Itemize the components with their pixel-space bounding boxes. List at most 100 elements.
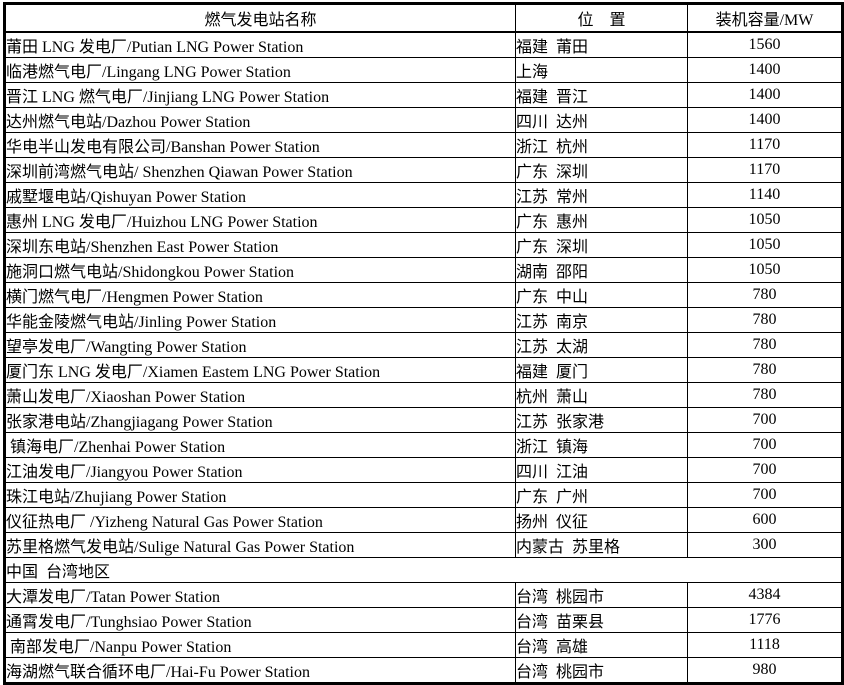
- station-name-cell: 江油发电厂/Jiangyou Power Station: [4, 457, 516, 483]
- capacity-cell: 1140: [687, 182, 843, 208]
- table-row: 临港燃气电厂/Lingang LNG Power Station 上海 1400: [4, 57, 843, 83]
- station-name-cell: 晋江 LNG 燃气电厂/Jinjiang LNG Power Station: [4, 82, 516, 108]
- table-row: 华能金陵燃气电站/Jinling Power Station 江苏 南京 780: [4, 307, 843, 333]
- location-cell: 台湾 高雄: [515, 632, 688, 658]
- section-row: 中国 台湾地区: [4, 557, 843, 583]
- table-row: 戚墅堰电站/Qishuyan Power Station 江苏 常州 1140: [4, 182, 843, 208]
- capacity-cell: 600: [687, 507, 843, 533]
- table-row: 镇海电厂/Zhenhai Power Station 浙江 镇海 700: [4, 432, 843, 458]
- table-row: 南部发电厂/Nanpu Power Station 台湾 高雄 1118: [4, 632, 843, 658]
- capacity-cell: 780: [687, 382, 843, 408]
- table-row: 晋江 LNG 燃气电厂/Jinjiang LNG Power Station 福建…: [4, 82, 843, 108]
- table-row: 惠州 LNG 发电厂/Huizhou LNG Power Station 广东 惠…: [4, 207, 843, 233]
- table-row: 江油发电厂/Jiangyou Power Station 四川 江油 700: [4, 457, 843, 483]
- location-cell: 江苏 常州: [515, 182, 688, 208]
- capacity-cell: 700: [687, 407, 843, 433]
- table-row: 华电半山发电有限公司/Banshan Power Station 浙江 杭州 117…: [4, 132, 843, 158]
- power-stations-table: 燃气发电站名称 位 置 装机容量/MW 莆田 LNG 发电厂/Putian LN…: [3, 2, 844, 685]
- station-name-cell: 仪征热电厂 /Yizheng Natural Gas Power Station: [4, 507, 516, 533]
- location-cell: 广东 深圳: [515, 157, 688, 183]
- station-name-cell: 萧山发电厂/Xiaoshan Power Station: [4, 382, 516, 408]
- table-row: 望亭发电厂/Wangting Power Station 江苏 太湖 780: [4, 332, 843, 358]
- location-cell: 台湾 苗栗县: [515, 607, 688, 633]
- table-row: 深圳前湾燃气电站/ Shenzhen Qiawan Power Station 广…: [4, 157, 843, 183]
- station-name-cell: 苏里格燃气发电站/Sulige Natural Gas Power Statio…: [4, 532, 516, 558]
- location-cell: 湖南 邵阳: [515, 257, 688, 283]
- table-row: 施洞口燃气电站/Shidongkou Power Station 湖南 邵阳 105…: [4, 257, 843, 283]
- station-name-cell: 望亭发电厂/Wangting Power Station: [4, 332, 516, 358]
- station-name-cell: 大潭发电厂/Tatan Power Station: [4, 582, 516, 608]
- capacity-cell: 1400: [687, 107, 843, 133]
- table-row: 厦门东 LNG 发电厂/Xiamen Eastem LNG Power Stat…: [4, 357, 843, 383]
- capacity-cell: 700: [687, 432, 843, 458]
- location-cell: 台湾 桃园市: [515, 582, 688, 608]
- capacity-cell: 4384: [687, 582, 843, 608]
- table-row: 萧山发电厂/Xiaoshan Power Station 杭州 萧山 780: [4, 382, 843, 408]
- table-row: 深圳东电站/Shenzhen East Power Station 广东 深圳 10…: [4, 232, 843, 258]
- location-cell: 广东 深圳: [515, 232, 688, 258]
- capacity-cell: 1170: [687, 157, 843, 183]
- capacity-cell: 1050: [687, 207, 843, 233]
- capacity-cell: 1560: [687, 31, 843, 58]
- table-row: 苏里格燃气发电站/Sulige Natural Gas Power Statio…: [4, 532, 843, 558]
- table-row: 珠江电站/Zhujiang Power Station 广东 广州 700: [4, 482, 843, 508]
- location-cell: 广东 广州: [515, 482, 688, 508]
- table-row: 仪征热电厂 /Yizheng Natural Gas Power Station…: [4, 507, 843, 533]
- station-name-cell: 镇海电厂/Zhenhai Power Station: [4, 432, 516, 458]
- station-name-cell: 达州燃气电站/Dazhou Power Station: [4, 107, 516, 133]
- location-cell: 杭州 萧山: [515, 382, 688, 408]
- table-row: 莆田 LNG 发电厂/Putian LNG Power Station 福建 莆田…: [4, 31, 843, 58]
- location-cell: 江苏 南京: [515, 307, 688, 333]
- location-cell: 四川 江油: [515, 457, 688, 483]
- capacity-cell: 300: [687, 532, 843, 558]
- station-name-cell: 通霄发电厂/Tunghsiao Power Station: [4, 607, 516, 633]
- capacity-cell: 780: [687, 307, 843, 333]
- table-row: 大潭发电厂/Tatan Power Station 台湾 桃园市 4384: [4, 582, 843, 608]
- capacity-cell: 1050: [687, 257, 843, 283]
- station-name-cell: 厦门东 LNG 发电厂/Xiamen Eastem LNG Power Stat…: [4, 357, 516, 383]
- capacity-cell: 780: [687, 357, 843, 383]
- station-name-cell: 珠江电站/Zhujiang Power Station: [4, 482, 516, 508]
- station-name-cell: 海湖燃气联合循环电厂/Hai-Fu Power Station: [4, 657, 516, 684]
- table-row: 达州燃气电站/Dazhou Power Station 四川 达州 1400: [4, 107, 843, 133]
- capacity-cell: 1170: [687, 132, 843, 158]
- location-cell: 扬州 仪征: [515, 507, 688, 533]
- capacity-cell: 1400: [687, 57, 843, 83]
- capacity-cell: 1050: [687, 232, 843, 258]
- capacity-cell: 780: [687, 282, 843, 308]
- column-header-location: 位 置: [515, 3, 688, 33]
- station-name-cell: 华能金陵燃气电站/Jinling Power Station: [4, 307, 516, 333]
- capacity-cell: 1400: [687, 82, 843, 108]
- station-name-cell: 张家港电站/Zhangjiagang Power Station: [4, 407, 516, 433]
- capacity-cell: 1118: [687, 632, 843, 658]
- location-cell: 上海: [515, 57, 688, 83]
- column-header-station-name: 燃气发电站名称: [4, 3, 516, 33]
- station-name-cell: 深圳东电站/Shenzhen East Power Station: [4, 232, 516, 258]
- station-name-cell: 华电半山发电有限公司/Banshan Power Station: [4, 132, 516, 158]
- location-cell: 内蒙古 苏里格: [515, 532, 688, 558]
- location-cell: 福建 厦门: [515, 357, 688, 383]
- location-cell: 浙江 镇海: [515, 432, 688, 458]
- location-cell: 广东 中山: [515, 282, 688, 308]
- station-name-cell: 施洞口燃气电站/Shidongkou Power Station: [4, 257, 516, 283]
- capacity-cell: 980: [687, 657, 843, 684]
- location-cell: 福建 莆田: [515, 31, 688, 58]
- station-name-cell: 临港燃气电厂/Lingang LNG Power Station: [4, 57, 516, 83]
- location-cell: 福建 晋江: [515, 82, 688, 108]
- capacity-cell: 700: [687, 482, 843, 508]
- station-name-cell: 惠州 LNG 发电厂/Huizhou LNG Power Station: [4, 207, 516, 233]
- location-cell: 江苏 张家港: [515, 407, 688, 433]
- location-cell: 台湾 桃园市: [515, 657, 688, 684]
- table-row: 通霄发电厂/Tunghsiao Power Station 台湾 苗栗县 1776: [4, 607, 843, 633]
- station-name-cell: 莆田 LNG 发电厂/Putian LNG Power Station: [4, 31, 516, 58]
- table-row: 张家港电站/Zhangjiagang Power Station 江苏 张家港 70…: [4, 407, 843, 433]
- location-cell: 广东 惠州: [515, 207, 688, 233]
- location-cell: 江苏 太湖: [515, 332, 688, 358]
- capacity-cell: 780: [687, 332, 843, 358]
- table-row: 海湖燃气联合循环电厂/Hai-Fu Power Station 台湾 桃园市 980: [4, 657, 843, 684]
- column-header-capacity: 装机容量/MW: [687, 3, 843, 33]
- station-name-cell: 戚墅堰电站/Qishuyan Power Station: [4, 182, 516, 208]
- header-row: 燃气发电站名称 位 置 装机容量/MW: [4, 3, 843, 33]
- location-cell: 浙江 杭州: [515, 132, 688, 158]
- section-label: 中国 台湾地区: [4, 557, 843, 583]
